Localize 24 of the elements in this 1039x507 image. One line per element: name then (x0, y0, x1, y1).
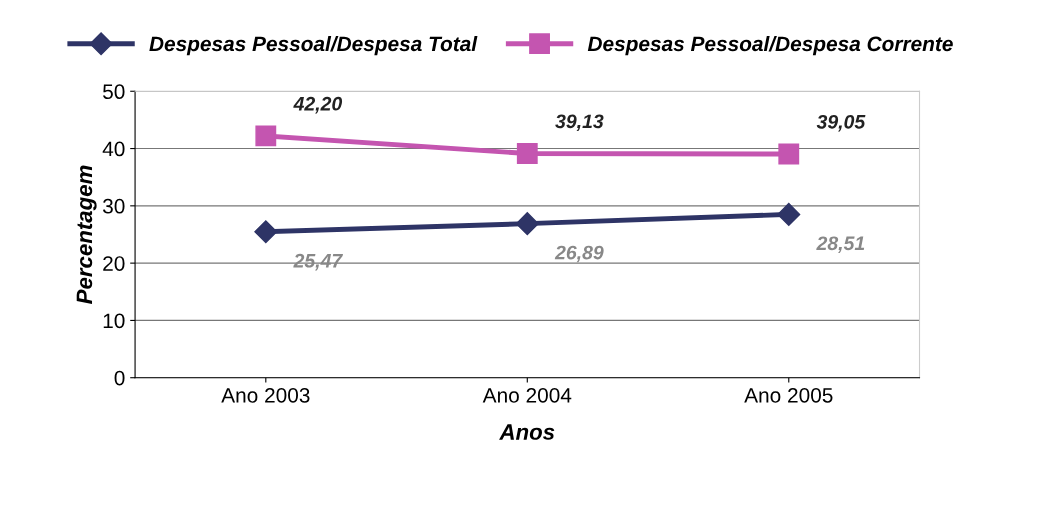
legend-label: Despesas Pessoal/Despesa Total (149, 35, 478, 56)
point (255, 125, 277, 147)
y-tick-label: 10 (103, 313, 125, 329)
point (778, 143, 800, 165)
data-label: 26,89 (554, 245, 604, 263)
point (515, 212, 539, 236)
y-tick-label: 20 (103, 256, 125, 271)
y-tick-label: 40 (102, 141, 125, 157)
x-tick-label: Ano 2003 (221, 387, 310, 403)
data-label: 42,20 (293, 96, 343, 114)
legend-label: Despesas Pessoal/Despesa Corrente (587, 35, 953, 56)
y-axis-title: Percentagem (76, 165, 97, 304)
point (254, 220, 278, 244)
point (516, 143, 538, 164)
x-axis-title: Anos (499, 424, 555, 440)
point (777, 202, 801, 226)
x-tick-label: Ano 2004 (482, 387, 572, 403)
data-label: 28,51 (816, 236, 865, 253)
x-tick-label: Ano 2005 (744, 387, 833, 403)
y-tick-label: 50 (103, 84, 125, 100)
y-tick-label: 0 (114, 370, 125, 386)
data-label: 39,13 (555, 114, 604, 132)
y-tick-label: 30 (102, 198, 125, 214)
data-label: 39,05 (816, 114, 866, 132)
